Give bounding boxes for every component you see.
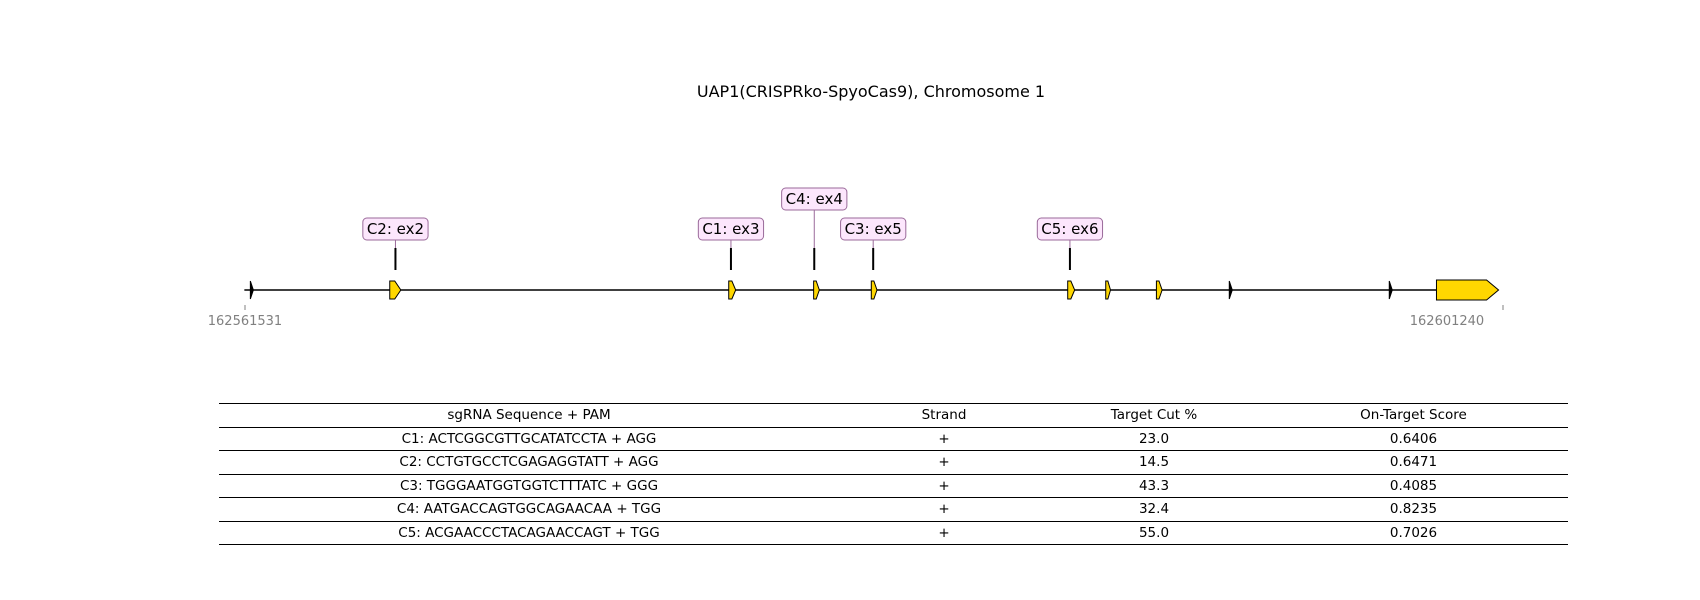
exon-ex1: [249, 280, 254, 300]
table-row: C5: ACGAACCCTACAGAACCAGT + TGG + 55.0 0.…: [219, 520, 1568, 545]
guide-label-box: [840, 217, 907, 241]
header-sequence: sgRNA Sequence + PAM: [219, 403, 839, 427]
cell-score: 0.4085: [1259, 473, 1568, 498]
cell-sequence: C2: CCTGTGCCTCGAGAGGTATT + AGG: [219, 450, 839, 474]
guide-label-1: C2: ex2: [367, 220, 424, 238]
exon-ex10: [1388, 280, 1393, 300]
cell-sequence: C4: AATGACCAGTGGCAGAACAA + TGG: [219, 497, 839, 521]
guide-label-box: [362, 217, 429, 241]
header-strand: Strand: [839, 403, 1049, 427]
exon-ex6: [1067, 280, 1076, 300]
table-header-row: sgRNA Sequence + PAM Strand Target Cut %…: [219, 403, 1568, 427]
cell-cut: 23.0: [1049, 426, 1259, 451]
cell-cut: 43.3: [1049, 473, 1259, 498]
guide-label-box: [1036, 217, 1104, 241]
exon-ex11: [1435, 279, 1500, 301]
cell-strand: +: [839, 426, 1049, 451]
cell-sequence: C1: ACTCGGCGTTGCATATCCTA + AGG: [219, 426, 839, 451]
cell-score: 0.7026: [1259, 520, 1568, 545]
cell-score: 0.6406: [1259, 426, 1568, 451]
cell-score: 0.8235: [1259, 497, 1568, 521]
exon-ex7: [1105, 280, 1111, 300]
exon-ex5: [870, 280, 878, 300]
guide-label-box: [697, 217, 765, 241]
table-row: C2: CCTGTGCCTCGAGAGGTATT + AGG + 14.5 0.…: [219, 450, 1568, 474]
cell-cut: 55.0: [1049, 520, 1259, 545]
header-score: On-Target Score: [1259, 403, 1568, 427]
cell-cut: 14.5: [1049, 450, 1259, 474]
exon-ex9: [1228, 280, 1233, 300]
cell-sequence: C5: ACGAACCCTACAGAACCAGT + TGG: [219, 520, 839, 545]
table-row: C1: ACTCGGCGTTGCATATCCTA + AGG + 23.0 0.…: [219, 426, 1568, 451]
exon-ex3: [728, 280, 737, 300]
cell-strand: +: [839, 520, 1049, 545]
guide-label-3: C4: ex4: [786, 190, 843, 208]
table-row: C3: TGGGAATGGTGGTCTTTATC + GGG + 43.3 0.…: [219, 473, 1568, 498]
exon-ex4: [813, 280, 820, 300]
end-coordinate: 162601240: [1409, 314, 1485, 329]
start-coordinate: 162561531: [207, 314, 283, 329]
guide-label-box: [781, 187, 848, 211]
guide-label-4: C3: ex5: [845, 220, 902, 238]
cell-strand: +: [839, 497, 1049, 521]
guide-label-5: C5: ex6: [1041, 220, 1098, 238]
exon-ex8: [1155, 280, 1163, 300]
cell-cut: 32.4: [1049, 497, 1259, 521]
cell-strand: +: [839, 473, 1049, 498]
exon-ex2: [389, 280, 402, 300]
cell-score: 0.6471: [1259, 450, 1568, 474]
figure-title: UAP1(CRISPRko-SpyoCas9), Chromosome 1: [696, 82, 1046, 101]
guide-table: sgRNA Sequence + PAM Strand Target Cut %…: [219, 403, 1568, 545]
header-cut: Target Cut %: [1049, 403, 1259, 427]
cell-sequence: C3: TGGGAATGGTGGTCTTTATC + GGG: [219, 473, 839, 498]
cell-strand: +: [839, 450, 1049, 474]
guide-label-2: C1: ex3: [702, 220, 759, 238]
table-row: C4: AATGACCAGTGGCAGAACAA + TGG + 32.4 0.…: [219, 497, 1568, 521]
